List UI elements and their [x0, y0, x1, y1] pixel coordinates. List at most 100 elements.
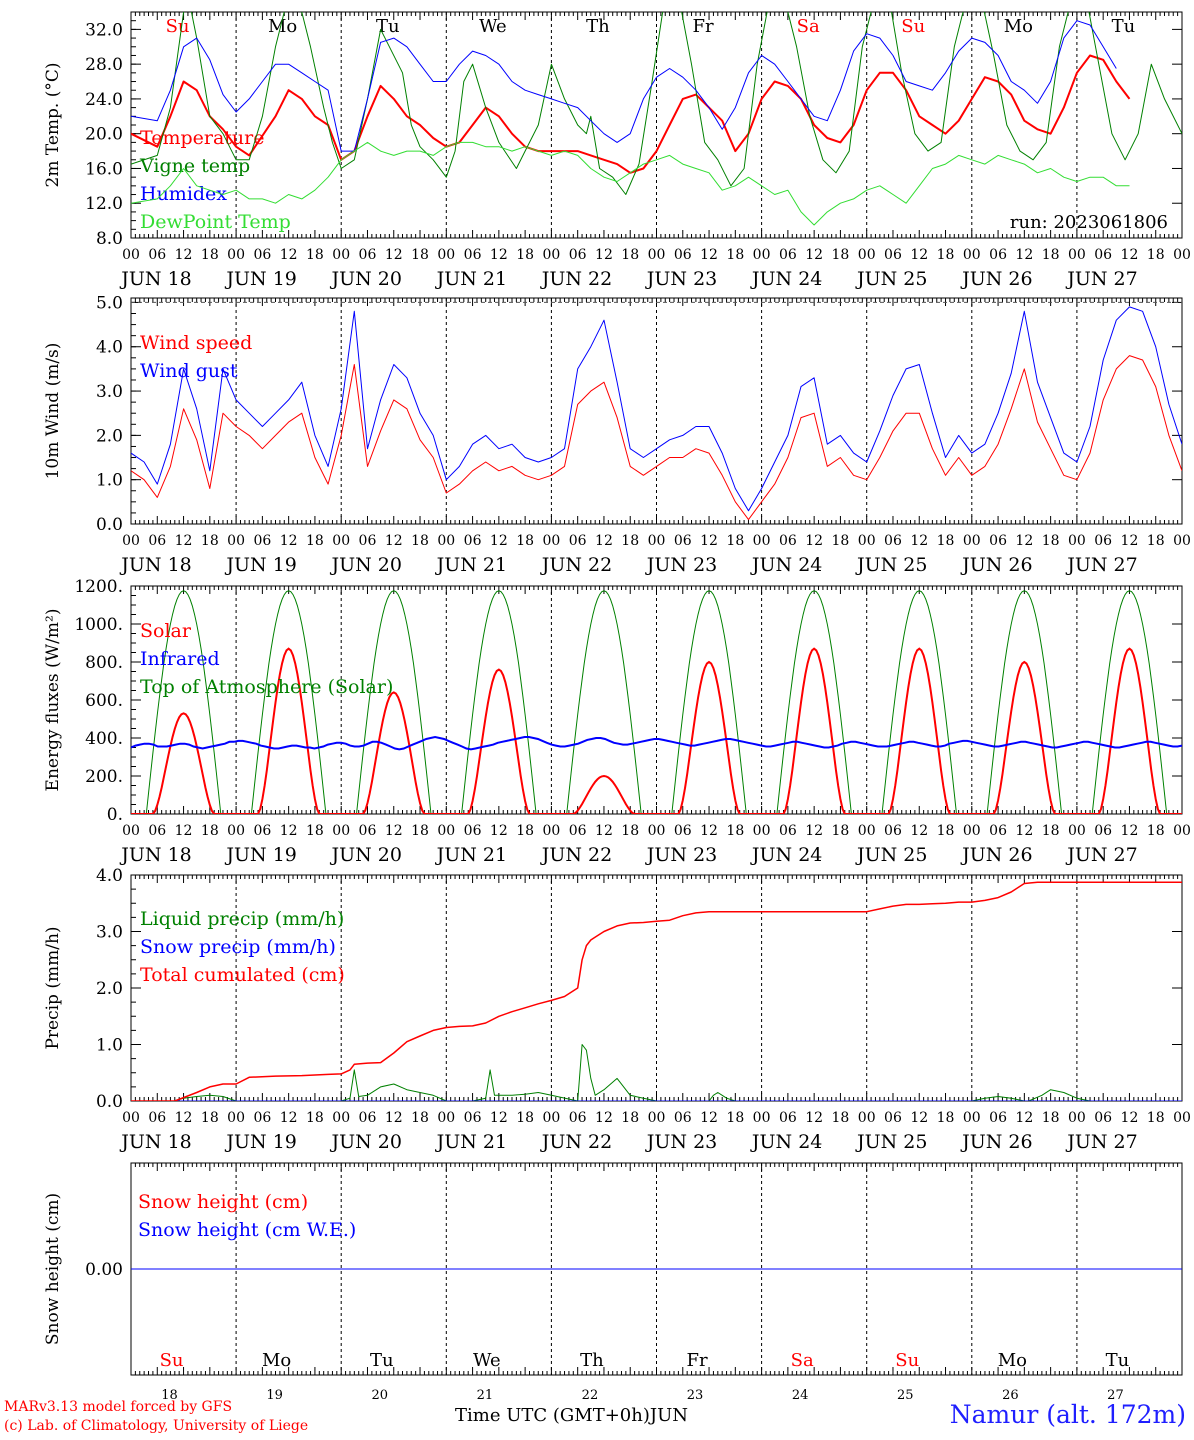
hour-tick-label: 18 [201, 823, 219, 839]
y-tick-label: 0.0 [96, 515, 123, 535]
hour-tick-label: 00 [227, 247, 245, 263]
y-tick-label: 2.0 [96, 426, 123, 446]
hour-tick-label: 18 [937, 1110, 955, 1126]
hour-tick-label: 12 [280, 247, 298, 263]
hour-tick-label: 06 [464, 533, 482, 549]
hour-tick-label: 06 [569, 823, 587, 839]
y-tick-label: 3.0 [96, 923, 123, 943]
hour-tick-label: 06 [779, 823, 797, 839]
y-tick-label: 24.0 [85, 90, 123, 110]
date-label: JUN 18 [119, 268, 191, 290]
day-number-label: 25 [897, 1388, 914, 1403]
hour-tick-label: 18 [201, 247, 219, 263]
y-tick-label: 0.00 [85, 1260, 123, 1280]
hour-tick-label: 18 [1147, 533, 1165, 549]
series-line [131, 54, 1131, 174]
day-number-label: 20 [371, 1388, 388, 1403]
hour-tick-label: 12 [1015, 823, 1033, 839]
y-tick-label: 2.0 [96, 979, 123, 999]
hour-tick-label: 06 [674, 533, 692, 549]
hour-tick-label: 00 [1068, 533, 1086, 549]
hour-tick-label: 12 [805, 247, 823, 263]
weekday-label: Tu [370, 1350, 394, 1371]
hour-tick-label: 06 [359, 823, 377, 839]
hour-tick-label: 00 [753, 533, 771, 549]
date-label: JUN 23 [645, 844, 717, 866]
y-axis-label: 10m Wind (m/s) [43, 343, 63, 480]
hour-tick-label: 06 [359, 247, 377, 263]
hour-tick-label: 06 [148, 247, 166, 263]
hour-tick-label: 06 [359, 533, 377, 549]
hour-tick-label: 00 [858, 247, 876, 263]
hour-tick-label: 00 [332, 823, 350, 839]
hour-tick-label: 18 [937, 823, 955, 839]
hour-tick-label: 00 [122, 1110, 140, 1126]
hour-tick-label: 06 [253, 533, 271, 549]
hour-tick-label: 12 [595, 533, 613, 549]
weekday-label: Fr [687, 1350, 708, 1371]
hour-tick-label: 00 [1173, 533, 1191, 549]
hour-tick-label: 06 [253, 247, 271, 263]
hour-tick-label: 06 [884, 823, 902, 839]
month-label: JUN [649, 1405, 689, 1426]
day-number-label: 27 [1107, 1388, 1124, 1403]
series-line [131, 12, 1182, 195]
weekday-label: Th [580, 1350, 604, 1371]
hour-tick-label: 06 [989, 823, 1007, 839]
hour-tick-label: 18 [832, 247, 850, 263]
day-number-label: 19 [266, 1388, 283, 1403]
hour-tick-label: 00 [122, 247, 140, 263]
hour-tick-label: 06 [253, 1110, 271, 1126]
date-label: JUN 26 [960, 844, 1032, 866]
hour-tick-label: 06 [674, 1110, 692, 1126]
date-label: JUN 24 [750, 1131, 822, 1153]
station-name: Namur (alt. 172m) [949, 1400, 1186, 1429]
weekday-label: Sa [791, 1350, 814, 1371]
hour-tick-label: 00 [1068, 247, 1086, 263]
hour-tick-label: 12 [700, 823, 718, 839]
credit-line-1: MARv3.13 model forced by GFS [4, 1399, 233, 1415]
date-label: JUN 20 [330, 844, 402, 866]
series-line [131, 1044, 1182, 1101]
weekday-label: Su [160, 1350, 184, 1371]
hour-tick-label: 06 [569, 247, 587, 263]
y-axis-label: Snow height (cm) [43, 1193, 63, 1345]
date-label: JUN 24 [750, 268, 822, 290]
hour-tick-label: 00 [542, 247, 560, 263]
infrared-line [131, 735, 1182, 751]
hour-tick-label: 00 [753, 823, 771, 839]
hour-tick-label: 12 [385, 247, 403, 263]
credit-line-2: (c) Lab. of Climatology, University of L… [4, 1418, 309, 1434]
y-tick-label: 28.0 [85, 55, 123, 75]
hour-tick-label: 12 [700, 247, 718, 263]
hour-tick-label: 12 [490, 823, 508, 839]
hour-tick-label: 06 [989, 1110, 1007, 1126]
hour-tick-label: 00 [227, 533, 245, 549]
date-label: JUN 27 [1065, 268, 1137, 290]
hour-tick-label: 00 [332, 533, 350, 549]
model-credit: MARv3.13 model forced by GFS (c) Lab. of… [4, 1398, 308, 1436]
legend-label: Total cumulated (cm) [140, 964, 345, 986]
solar-line [131, 647, 1182, 814]
hour-tick-label: 18 [1147, 1110, 1165, 1126]
hour-tick-label: 18 [937, 533, 955, 549]
legend-label: DewPoint Temp [140, 211, 291, 233]
date-label: JUN 18 [119, 554, 191, 576]
hour-tick-label: 18 [516, 247, 534, 263]
hour-tick-label: 06 [569, 533, 587, 549]
weekday-label: Tu [1112, 16, 1136, 37]
weekday-label: Tu [1106, 1350, 1130, 1371]
y-tick-label: 4.0 [96, 866, 123, 886]
hour-tick-label: 12 [385, 1110, 403, 1126]
weekday-label: Su [895, 1350, 919, 1371]
hour-tick-label: 12 [1121, 533, 1139, 549]
time-axis-label: Time UTC (GMT+0h)JUN [455, 1405, 688, 1426]
hour-tick-label: 00 [648, 823, 666, 839]
legend-label: Vigne temp [139, 155, 250, 177]
hour-tick-label: 12 [175, 823, 193, 839]
hour-tick-label: 00 [542, 823, 560, 839]
y-tick-label: 800. [85, 653, 123, 673]
hour-tick-label: 18 [306, 823, 324, 839]
y-tick-label: 1.0 [96, 1036, 123, 1056]
weekday-label: Su [166, 16, 190, 37]
